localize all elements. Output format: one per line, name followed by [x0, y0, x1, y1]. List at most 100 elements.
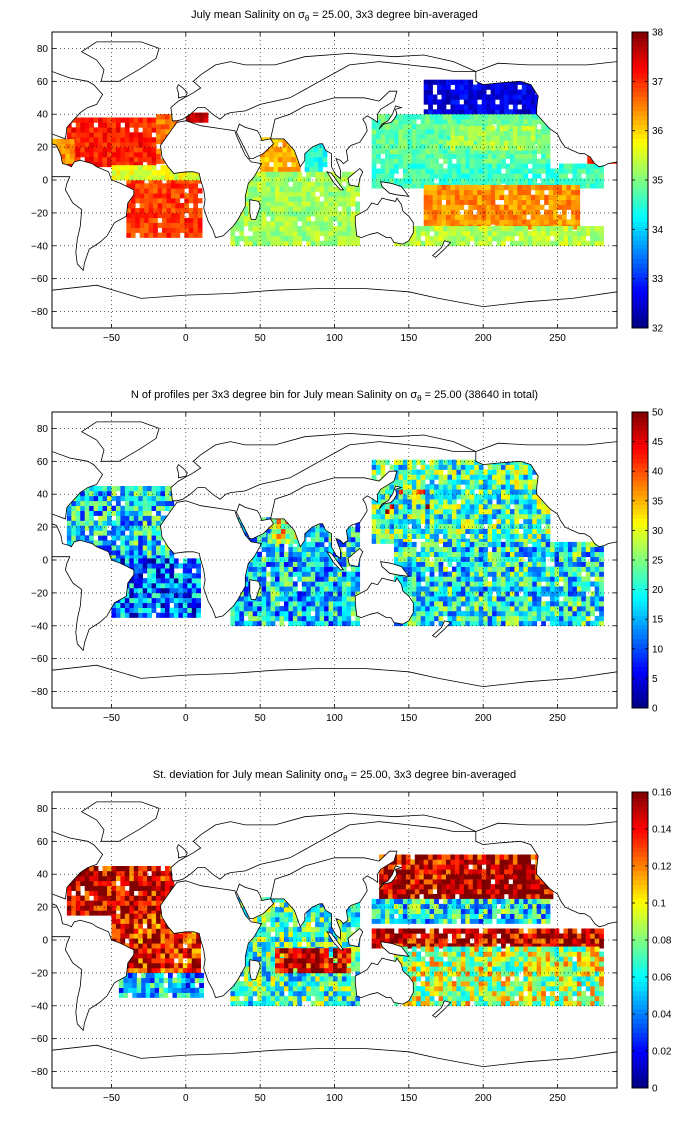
data-cell: [310, 171, 316, 178]
data-cell: [523, 226, 529, 232]
data-cell: [508, 145, 514, 151]
data-cell: [166, 207, 172, 214]
data-cell: [545, 528, 551, 534]
data-cell: [450, 130, 456, 136]
data-cell: [463, 214, 469, 220]
data-cell: [248, 196, 254, 202]
data-cell: [184, 232, 190, 238]
data-cell: [261, 586, 267, 592]
data-cell: [474, 178, 480, 184]
data-cell: [447, 610, 453, 617]
data-cell: [56, 143, 62, 150]
data-cell: [257, 240, 262, 247]
data-cell: [291, 166, 297, 173]
data-cell: [509, 561, 515, 567]
data-cell: [322, 152, 328, 158]
data-cell: [450, 219, 456, 225]
data-cell: [393, 143, 399, 150]
data-cell: [243, 221, 249, 227]
data-cell: [120, 558, 126, 564]
data-cell: [102, 500, 108, 507]
data-cell: [402, 469, 408, 475]
data-cell: [539, 214, 545, 220]
data-cell: [460, 566, 466, 572]
data-cell: [429, 469, 435, 475]
data-cell: [447, 546, 453, 553]
data-cell: [509, 551, 515, 558]
data-cell: [508, 89, 514, 95]
data-cell: [438, 168, 444, 174]
data-cell: [527, 484, 533, 490]
data-cell: [175, 227, 181, 233]
data-cell: [481, 145, 487, 151]
data-cell: [337, 176, 343, 182]
data-cell: [429, 504, 435, 510]
data-cell: [393, 541, 399, 548]
data-cell: [111, 602, 117, 608]
data-cell: [383, 509, 389, 515]
data-cell: [341, 235, 347, 242]
data-cell: [319, 615, 325, 622]
data-cell: [527, 533, 533, 539]
data-cell: [315, 581, 320, 587]
data-cell: [501, 153, 506, 159]
data-cell: [416, 591, 422, 597]
data-cell: [301, 196, 307, 202]
data-cell: [425, 163, 430, 169]
data-cell: [389, 124, 395, 130]
data-cell: [536, 499, 542, 505]
data-cell: [147, 545, 152, 551]
data-cell: [459, 79, 465, 85]
data-cell: [324, 596, 329, 602]
data-cell: [469, 620, 475, 627]
data-cell: [545, 138, 551, 145]
data-cell: [594, 178, 600, 184]
data-cell: [80, 525, 86, 531]
data-cell: [411, 504, 417, 510]
data-cell: [341, 591, 347, 597]
region-cells: [393, 541, 604, 627]
data-cell: [469, 235, 475, 242]
data-cell: [151, 550, 157, 556]
data-cell: [120, 602, 126, 608]
data-cell: [398, 464, 404, 470]
data-cell: [504, 94, 509, 100]
data-cell: [518, 230, 524, 237]
data-cell: [460, 464, 466, 470]
data-cell: [434, 143, 439, 150]
data-cell: [333, 620, 338, 627]
colorbar-segment: [632, 249, 648, 255]
data-cell: [545, 513, 551, 520]
data-cell: [261, 532, 267, 538]
data-cell: [269, 152, 274, 158]
data-cell: [411, 124, 417, 130]
data-cell: [139, 198, 145, 204]
data-cell: [393, 513, 399, 520]
data-cell: [129, 495, 135, 502]
data-cell: [469, 513, 475, 520]
data-cell: [481, 125, 487, 131]
data-cell: [173, 592, 179, 599]
data-cell: [456, 474, 462, 480]
data-cell: [129, 558, 135, 564]
data-cell: [279, 586, 285, 592]
data-cell: [243, 532, 249, 538]
data-cell: [553, 219, 558, 225]
data-cell: [411, 533, 417, 539]
land-polygon: [380, 181, 410, 197]
data-cell: [398, 494, 404, 500]
data-cell: [239, 226, 245, 232]
data-cell: [492, 541, 497, 548]
data-cell: [169, 583, 175, 589]
data-cell: [402, 513, 408, 520]
data-cell: [133, 540, 139, 546]
data-cell: [398, 518, 404, 525]
land-polygon: [249, 199, 261, 220]
data-cell: [438, 148, 444, 154]
data-cell: [420, 168, 426, 174]
data-cell: [115, 486, 121, 492]
data-cell: [160, 490, 166, 497]
data-cell: [454, 130, 460, 136]
data-cell: [548, 194, 554, 201]
data-cell: [315, 176, 320, 182]
